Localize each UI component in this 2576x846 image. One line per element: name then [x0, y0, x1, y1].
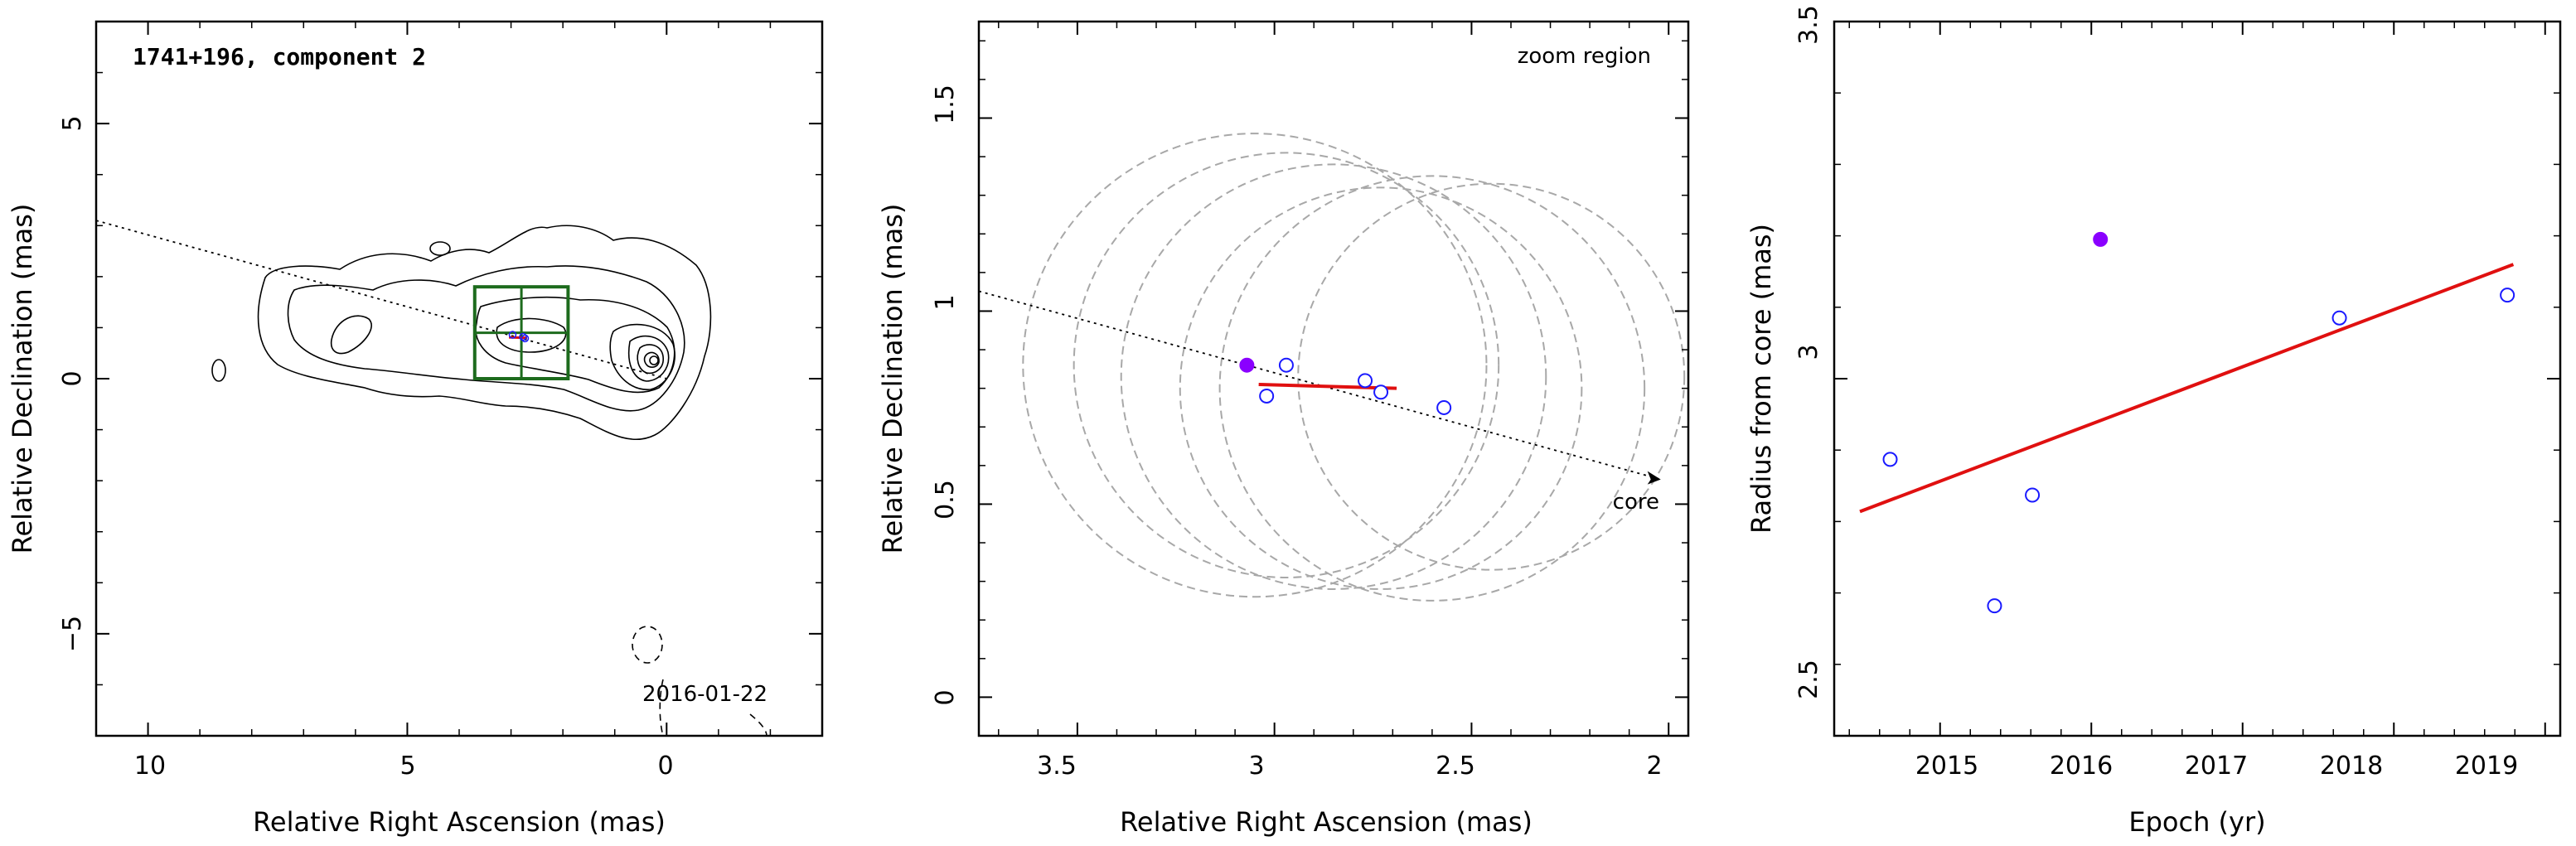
beam-circle — [1073, 152, 1500, 578]
panel-contour-map: 10 5 0 5 0 −5 Relative Right Ascension (… — [7, 20, 824, 838]
data-point-highlighted — [1239, 357, 1255, 373]
contour-level — [429, 241, 451, 256]
y-axis-label: Radius from core (mas) — [1746, 224, 1777, 534]
x-tick-label: 2015 — [1915, 752, 1978, 781]
component-marker — [508, 331, 517, 339]
x-tick-label: 3 — [1248, 752, 1264, 781]
fit-line — [1859, 263, 2515, 514]
data-point — [1278, 357, 1294, 373]
beam-circle — [1179, 186, 1583, 590]
contour-level — [643, 351, 660, 368]
y-axis-label: Relative Declination (mas) — [877, 204, 908, 554]
tick-labels: 3.5 3 2.5 2 0 0.5 1 1.5 — [931, 85, 1663, 781]
x-tick-label: 2 — [1646, 752, 1662, 781]
contour-level — [496, 317, 567, 353]
contour-level — [257, 225, 712, 441]
panel-zoom-region: 3.5 3 2.5 2 0 0.5 1 1.5 Relative Right A… — [877, 20, 1690, 838]
negative-contour — [659, 679, 664, 737]
fit-line — [1258, 382, 1397, 390]
x-tick-label: 2018 — [2320, 752, 2383, 781]
component-marker — [521, 334, 530, 343]
data-point — [1882, 452, 1898, 467]
y-tick-label: 1 — [931, 294, 960, 310]
axis-ticks — [979, 22, 1688, 737]
y-tick-label: 2.5 — [1794, 660, 1823, 699]
negative-contour — [749, 713, 767, 737]
x-tick-label: 2017 — [2185, 752, 2248, 781]
map-overlays — [95, 220, 667, 380]
data-point-highlighted — [2093, 231, 2109, 247]
x-tick-label: 2.5 — [1436, 752, 1475, 781]
panel-radius-epoch: 2015 2016 2017 2018 2019 2.5 3 3.5 Epoch… — [1746, 5, 2562, 838]
x-tick-label: 0 — [657, 752, 673, 781]
contour-level — [649, 355, 659, 365]
data-point — [2025, 487, 2041, 503]
beam-circle — [1297, 182, 1686, 571]
zoom-data — [978, 290, 1661, 485]
contour-level — [637, 344, 664, 375]
y-tick-label: 5 — [58, 115, 87, 131]
jet-contours — [211, 225, 767, 737]
axis-ticks — [1834, 21, 2560, 737]
component-marker — [519, 332, 527, 341]
y-tick-label: 3.5 — [1794, 5, 1823, 45]
data-point — [1373, 384, 1389, 400]
contour-level — [627, 335, 670, 382]
beam-circle — [1022, 133, 1488, 598]
x-axis-label: Epoch (yr) — [2128, 806, 2265, 838]
beam-circles — [1022, 133, 1686, 602]
y-tick-label: 1.5 — [931, 85, 960, 124]
negative-contour — [632, 626, 663, 664]
contour-level — [609, 323, 675, 390]
source-title: 1741+196, component 2 — [133, 43, 426, 70]
data-point — [2500, 288, 2515, 303]
y-tick-label: 0 — [58, 370, 87, 386]
core-direction-arrow — [1647, 471, 1661, 485]
contour-level — [287, 265, 685, 412]
tick-labels: 2015 2016 2017 2018 2019 2.5 3 3.5 — [1794, 5, 2518, 781]
data-point — [1436, 399, 1452, 415]
beam-circle — [1218, 175, 1646, 602]
axis-ticks — [95, 21, 823, 737]
epoch-label: 2016-01-22 — [642, 682, 767, 707]
x-tick-label: 2016 — [2050, 752, 2113, 781]
contour-level — [475, 296, 675, 394]
epoch-data — [1859, 231, 2515, 614]
beam-circle — [1120, 163, 1547, 590]
y-tick-label: −5 — [58, 616, 87, 652]
tick-labels: 10 5 0 5 0 −5 — [58, 115, 674, 781]
y-tick-label: 3 — [1794, 344, 1823, 360]
x-axis-label: Relative Right Ascension (mas) — [253, 806, 666, 838]
x-tick-label: 5 — [399, 752, 415, 781]
x-tick-label: 2019 — [2455, 752, 2518, 781]
data-point — [2331, 310, 2347, 326]
x-tick-label: 3.5 — [1037, 752, 1077, 781]
data-point — [1259, 388, 1275, 404]
plot-frame — [1833, 20, 2562, 737]
y-axis-label: Relative Declination (mas) — [7, 204, 38, 554]
plot-frame — [977, 20, 1690, 737]
contour-level — [211, 359, 226, 382]
zoom-region-label: zoom region — [1518, 44, 1651, 69]
data-point — [1987, 598, 2002, 614]
y-tick-label: 0 — [931, 689, 960, 705]
x-tick-label: 10 — [134, 752, 166, 781]
x-axis-label: Relative Right Ascension (mas) — [1120, 806, 1533, 838]
contour-level — [330, 315, 372, 355]
data-point — [1358, 373, 1373, 389]
core-label: core — [1613, 490, 1659, 515]
y-tick-label: 0.5 — [931, 480, 960, 520]
fit-line — [509, 336, 528, 340]
